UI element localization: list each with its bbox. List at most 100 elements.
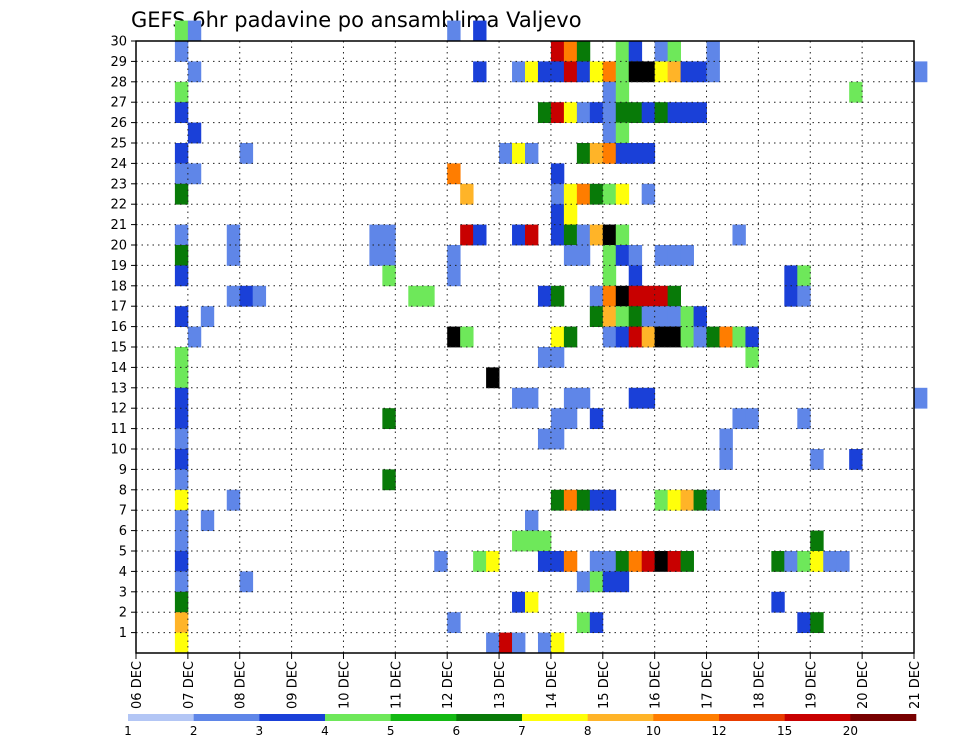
colorbar-label: 4 [321,724,329,738]
x-tick-label: 17 DEC [701,661,716,709]
x-tick-label: 09 DEC [286,661,301,709]
heatmap-cell [602,143,617,164]
y-tick-label: 28 [110,75,127,90]
heatmap-cell [706,489,720,511]
y-tick-label: 2 [119,606,127,621]
heatmap-cell [252,285,267,307]
heatmap-cell [693,102,707,123]
heatmap-cell [602,489,617,511]
heatmap-cell [563,408,578,429]
heatmap-cell [667,285,681,307]
y-axis-ticks: 1234567891011121314151617181920212223242… [110,35,136,641]
heatmap-cell [654,285,669,307]
heatmap-cell [550,61,565,83]
heatmap-cell [382,245,396,266]
heatmap-cell [628,387,643,409]
heatmap-cell [537,428,552,450]
heatmap-cell [810,551,824,572]
heatmap-cell [641,387,656,409]
heatmap-cell [589,408,604,429]
heatmap-cell [550,183,565,205]
heatmap-cell [667,61,681,83]
heatmap-cells [174,20,928,654]
heatmap-cell [576,571,591,593]
colorbar-swatch [456,714,523,721]
heatmap-cell [382,265,396,287]
heatmap-cell [667,326,681,348]
heatmap-cell [641,285,656,307]
x-tick-label: 20 DEC [856,661,871,709]
heatmap-cell [525,591,539,613]
heatmap-cell [693,489,707,511]
colorbar-label: 7 [518,724,526,738]
heatmap-cell [602,571,617,593]
heatmap-cell [602,122,617,144]
heatmap-cell [706,41,720,62]
colorbar-label: 15 [777,724,792,738]
heatmap-cell [797,408,811,429]
heatmap-cell [745,326,759,348]
heatmap-cell [680,245,694,266]
heatmap-cell [576,387,591,409]
x-tick-label: 10 DEC [337,661,352,709]
heatmap-cell [187,20,202,42]
heatmap-cell [525,61,539,83]
heatmap-cell [460,326,474,348]
heatmap-cell [602,245,617,266]
x-axis-ticks: 06 DEC 07 DEC 08 DEC 09 DEC 10 DEC 11 DEC 12 D… [130,653,923,709]
heatmap-cell [641,183,656,205]
heatmap-cell [537,347,552,368]
heatmap-cell [550,224,565,246]
heatmap-cell [550,632,565,654]
colorbar-swatch [719,714,785,721]
heatmap-cell [628,265,643,287]
colorbar-swatch [259,714,326,721]
heatmap-cell [512,61,526,83]
heatmap-cell [589,306,604,327]
heatmap-cell [226,245,241,266]
y-tick-label: 26 [110,116,127,131]
heatmap-cell [174,367,189,389]
heatmap-cell [602,326,617,348]
heatmap-cell [810,530,824,552]
y-tick-label: 7 [119,504,127,519]
heatmap-cell [576,183,591,205]
heatmap-cell [641,102,656,123]
heatmap-cell [550,41,565,62]
heatmap-cell [667,306,681,327]
heatmap-cell [174,265,189,287]
heatmap-cell [615,81,630,103]
heatmap-cell [550,408,565,429]
heatmap-cell [537,632,552,654]
heatmap-cell [174,41,189,62]
colorbar: 1 2 3 4 5 6 7 8 10 12 15 20 [124,714,917,738]
y-tick-label: 16 [110,320,127,335]
heatmap-cell [174,20,189,42]
heatmap-cell [187,122,202,144]
heatmap-cell [447,265,461,287]
heatmap-cell [563,41,578,62]
heatmap-cell [589,61,604,83]
y-tick-label: 12 [110,402,127,417]
y-tick-label: 20 [110,239,127,254]
heatmap-cell [537,551,552,572]
heatmap-cell [628,143,643,164]
x-tick-label: 12 DEC [441,661,456,709]
heatmap-cell [226,224,241,246]
heatmap-cell [680,102,694,123]
heatmap-cell [550,204,565,225]
colorbar-swatch [587,714,654,721]
heatmap-cell [849,449,863,470]
heatmap-cell [174,489,189,511]
heatmap-cell [628,551,643,572]
heatmap-cell [537,102,552,123]
heatmap-cell [421,285,435,307]
heatmap-cell [615,41,630,62]
y-tick-label: 30 [110,35,127,50]
heatmap-cell [667,489,681,511]
heatmap-cell [641,326,656,348]
heatmap-cell [810,612,824,633]
heatmap-cell [174,591,189,613]
heatmap-cell [589,571,604,593]
heatmap-cell [914,387,928,409]
